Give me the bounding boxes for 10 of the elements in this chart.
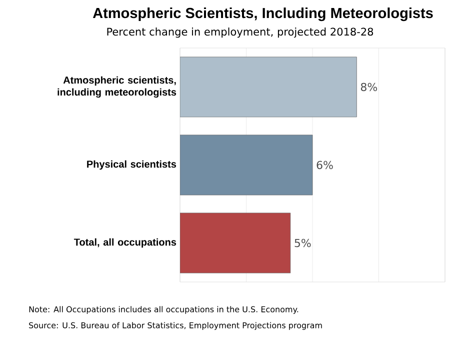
text: Note: All Occupations includes all occupations in the U.S. Economy.	[29, 306, 298, 314]
data-label: 5%	[294, 238, 311, 248]
data-label: 6%	[316, 160, 333, 170]
chart-title: Atmospheric Scientists, Including Meteorologists	[92, 8, 433, 22]
y-tick-label: Physical scientists	[87, 160, 176, 170]
data-label: 8%	[360, 82, 378, 92]
y-tick-label: Total, all occupations	[74, 238, 176, 248]
chart-subtitle: Percent change in employment, projected 2018-28	[107, 28, 374, 38]
source-note: Source: U.S. Bureau of Labor Statistics, Employment Projections program	[29, 322, 322, 330]
y-tick-label: Atmospheric scientists, including meteorologists	[58, 76, 176, 98]
